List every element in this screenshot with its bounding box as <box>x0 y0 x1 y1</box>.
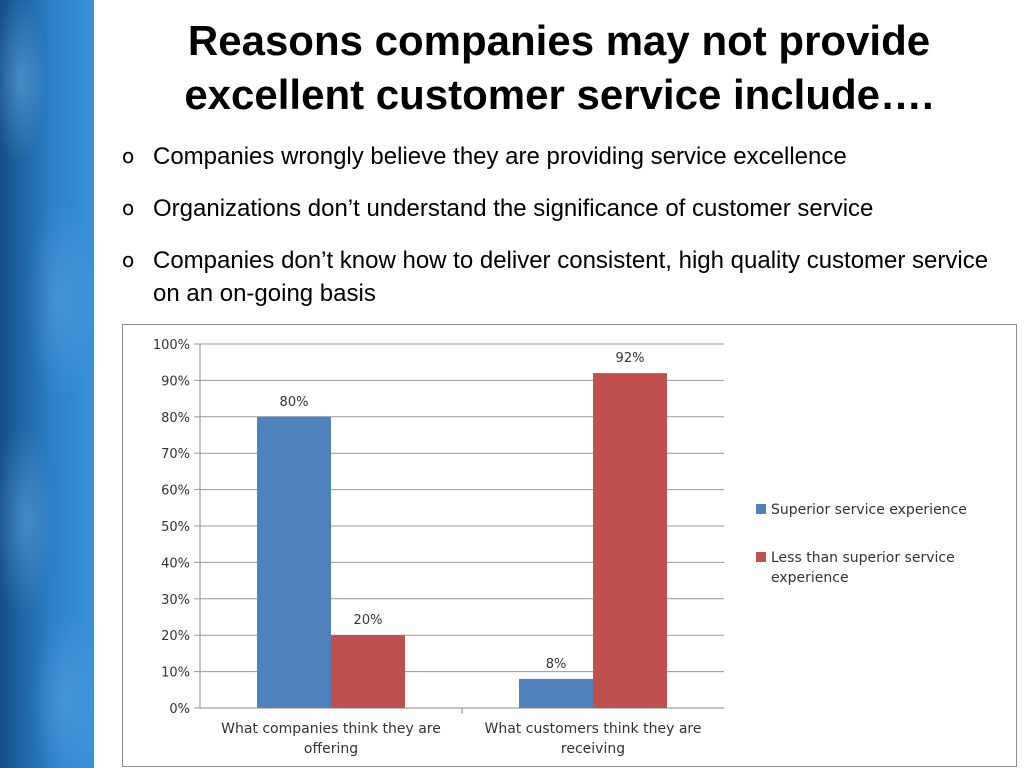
y-tick-label: 70% <box>161 447 190 462</box>
y-tick-label: 90% <box>161 374 190 389</box>
y-tick-label: 50% <box>161 520 190 535</box>
slide-title: Reasons companies may not provide excell… <box>94 14 1024 122</box>
bullet-item: o Companies wrongly believe they are pro… <box>122 140 1012 173</box>
bar <box>331 635 405 708</box>
x-tick-label: What customers think they are <box>485 721 702 737</box>
bullet-circle-icon: o <box>122 248 135 272</box>
chart-frame: 0% 10% 20% 30% 40% 50% 60% 70% 80% 90% 100% 80% 8% 20… <box>122 324 1017 767</box>
decorative-side-band <box>0 0 94 768</box>
legend-swatch <box>756 504 766 514</box>
x-tick-label: offering <box>304 741 358 757</box>
bullet-text: Organizations don’t understand the signi… <box>153 195 874 222</box>
x-tick-label: What companies think they are <box>221 721 441 737</box>
bullet-item: o Organizations don’t understand the sig… <box>122 192 1012 225</box>
bar <box>519 678 593 708</box>
bullet-circle-icon: o <box>122 144 135 168</box>
slide-title-line-1: Reasons companies may not provide <box>187 17 931 64</box>
bullet-item: o Companies don’t know how to deliver co… <box>122 244 1012 310</box>
bar-chart: 0% 10% 20% 30% 40% 50% 60% 70% 80% 90% 100% 80% 8% 20… <box>153 338 967 757</box>
y-tick-label: 80% <box>161 411 190 426</box>
bullet-list: o Companies wrongly believe they are pro… <box>122 140 1012 329</box>
bullet-text: Companies wrongly believe they are provi… <box>153 143 847 170</box>
bar <box>593 373 667 708</box>
data-label: 20% <box>354 613 383 628</box>
legend-swatch <box>756 552 766 562</box>
y-tick-label: 10% <box>161 666 190 681</box>
legend-label: experience <box>771 570 849 586</box>
slide-title-line-2: excellent customer service include…. <box>184 71 934 118</box>
data-label: 80% <box>280 395 309 410</box>
y-tick-label: 60% <box>161 484 190 499</box>
data-label: 8% <box>546 657 567 672</box>
y-tick-label: 20% <box>161 629 190 644</box>
y-tick-label: 0% <box>169 702 190 717</box>
x-tick-label: receiving <box>561 741 625 757</box>
bullet-text: Companies don’t know how to deliver cons… <box>153 247 989 307</box>
y-tick-label: 100% <box>153 338 190 353</box>
bar <box>257 416 331 708</box>
bullet-circle-icon: o <box>122 196 135 220</box>
legend-label: Superior service experience <box>771 502 967 518</box>
y-tick-label: 30% <box>161 593 190 608</box>
y-tick-label: 40% <box>161 556 190 571</box>
legend-label: Less than superior service <box>771 550 955 566</box>
data-label: 92% <box>616 351 645 366</box>
